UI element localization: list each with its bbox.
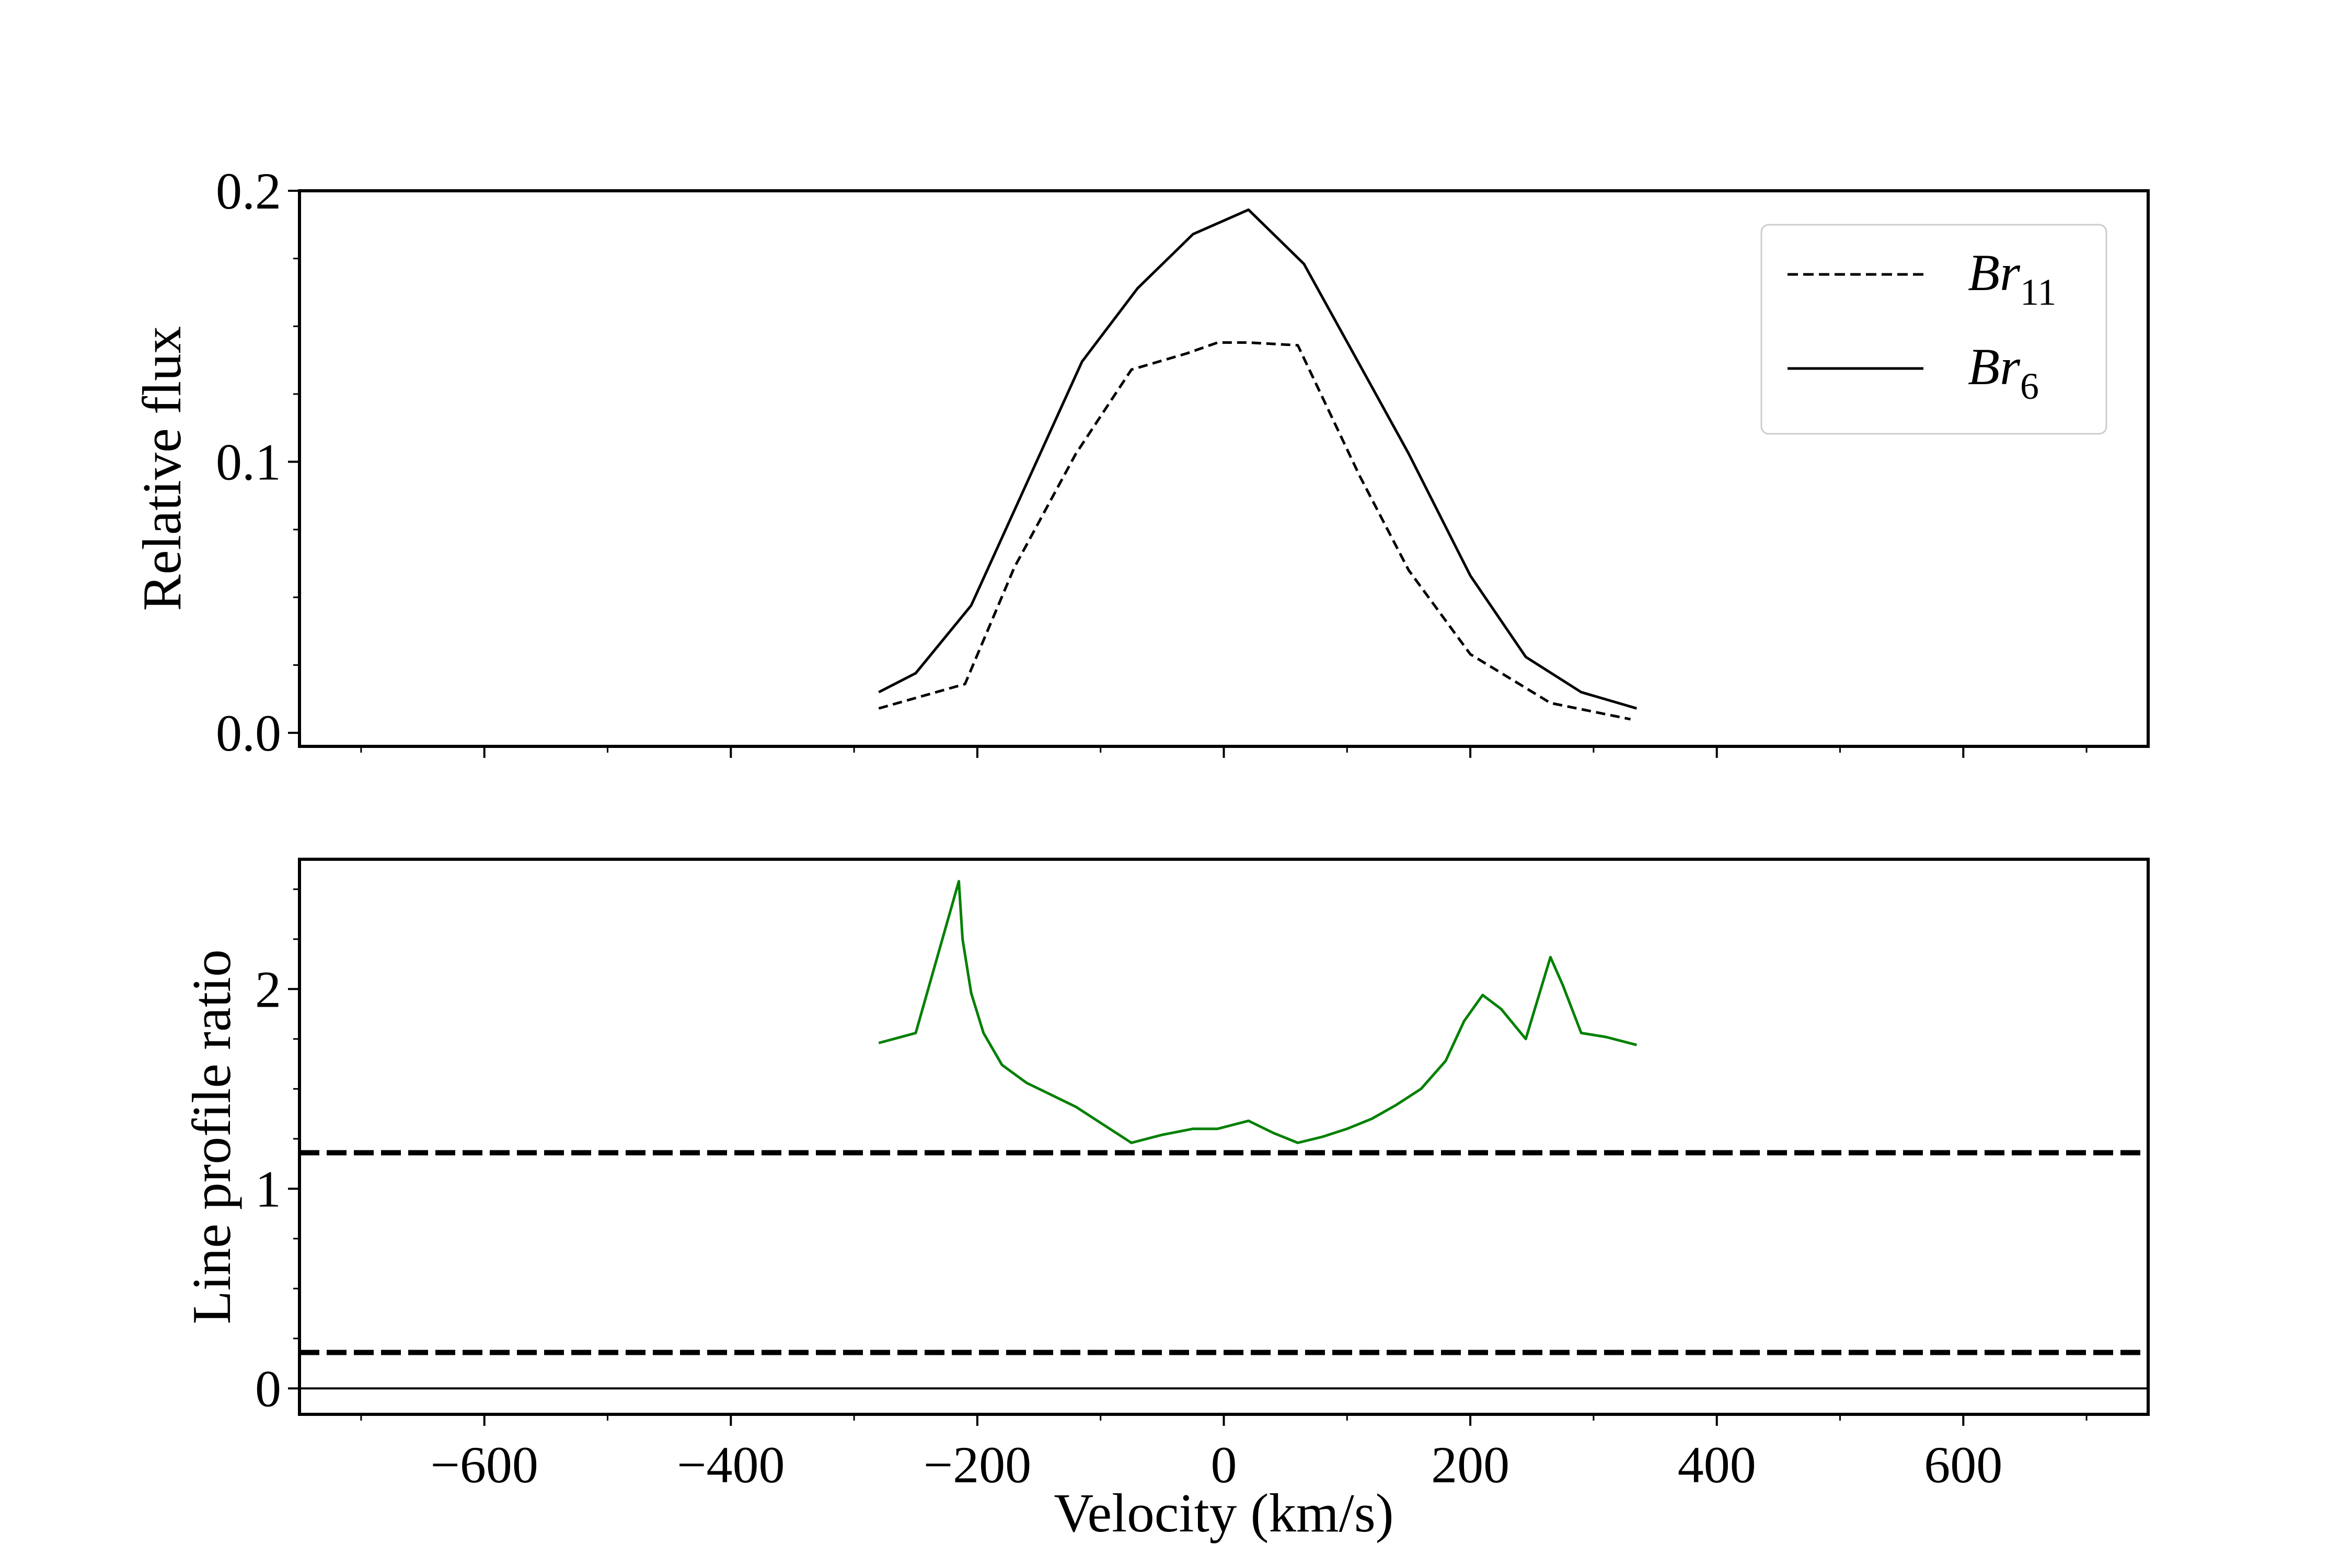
bottom-y-tick-label: 1 [255, 1160, 281, 1218]
legend-label-br6-subscript: 6 [2020, 365, 2039, 407]
top-y-tick-label: 0.1 [216, 433, 281, 491]
top-y-axis-label: Relative flux [131, 326, 192, 611]
top-plot-data [878, 208, 1638, 721]
legend-label-br11: Br11 [1968, 244, 2056, 313]
legend-label-br6-main: Br [1968, 338, 2021, 396]
bottom-x-tick-label: −200 [924, 1436, 1031, 1494]
legend-label-br6: Br6 [1968, 338, 2039, 407]
bottom-x-tick-label: 0 [1211, 1436, 1237, 1494]
bottom-axis-ticks: −600 −400 −200 0 200 400 600 0 1 2 [255, 888, 2088, 1494]
series-line-br6 [878, 208, 1638, 710]
bottom-plot-data [299, 880, 2148, 1390]
top-axis-ticks: 0.0 0.1 0.2 [216, 162, 2088, 762]
bottom-x-tick-label: −400 [677, 1436, 785, 1494]
top-plot-frame [298, 189, 2150, 748]
bottom-x-tick-label: 600 [1924, 1436, 2002, 1494]
bottom-plot-frame [298, 858, 2150, 1416]
bottom-panel: −600 −400 −200 0 200 400 600 0 1 2 Line profile r… [181, 858, 2150, 1543]
bottom-x-tick-label: 200 [1431, 1436, 1509, 1494]
top-panel: 0.00.10.2 Relative flux Br11 Br6 [131, 162, 2150, 762]
top-y-tick-label: 0.2 [216, 162, 281, 220]
series-line-br11 [878, 341, 1631, 721]
series-line-ratio [878, 880, 1638, 1144]
bottom-x-tick-label: −600 [430, 1436, 538, 1494]
legend-label-br11-main: Br [1968, 244, 2021, 302]
x-axis-label: Velocity (km/s) [1054, 1482, 1393, 1543]
legend-label-br11-subscript: 11 [2020, 271, 2056, 313]
legend: Br11 Br6 [1760, 224, 2107, 435]
top-y-tick-label: 0.0 [216, 704, 281, 762]
bottom-y-tick-label: 2 [255, 960, 281, 1018]
legend-box [1760, 224, 2107, 435]
bottom-y-tick-label: 0 [255, 1359, 281, 1417]
bottom-y-axis-label: Line profile ratio [181, 949, 242, 1324]
bottom-x-tick-label: 400 [1678, 1436, 1756, 1494]
